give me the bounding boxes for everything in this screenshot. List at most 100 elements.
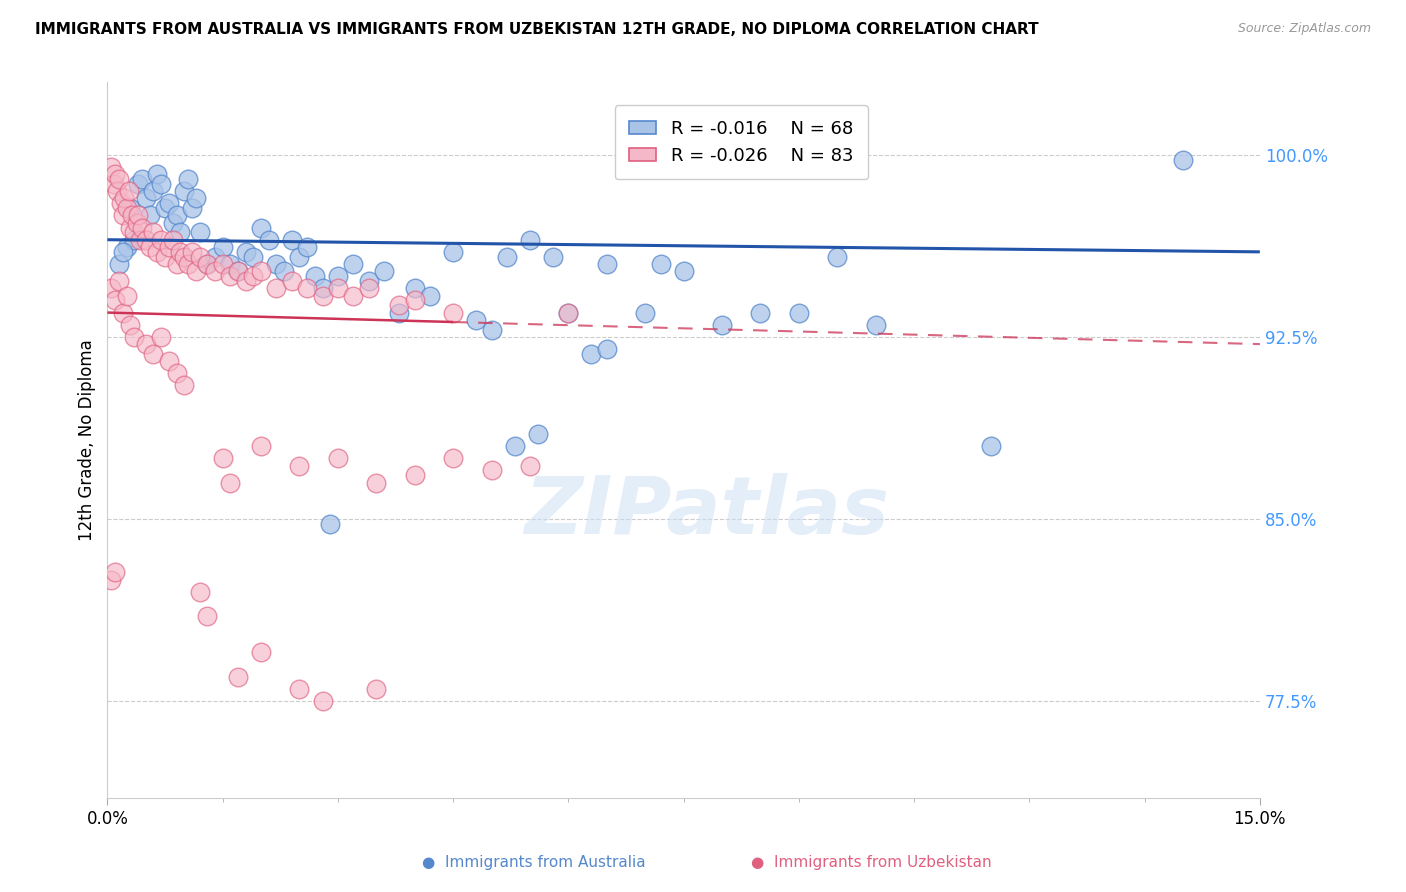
Point [250,645,273,659]
Point [121,209,143,223]
Point [326,451,349,466]
Point [120,318,142,332]
Point [441,305,464,319]
Point [865,318,887,332]
Point [166,257,188,271]
Point [295,281,318,295]
Point [157,240,180,254]
Point [131,172,153,186]
Point [419,288,441,302]
Point [142,184,165,198]
Point [150,177,173,191]
Point [596,342,619,356]
Point [142,347,165,361]
Point [581,347,603,361]
Text: Source: ZipAtlas.com: Source: ZipAtlas.com [1237,22,1371,36]
Point [281,233,304,247]
Point [496,250,519,264]
Point [146,244,169,259]
Point [711,318,734,332]
Point [311,281,333,295]
Text: ●  Immigrants from Uzbekistan: ● Immigrants from Uzbekistan [751,855,993,870]
Point [519,458,541,473]
Point [142,226,165,240]
Text: ●  Immigrants from Australia: ● Immigrants from Australia [422,855,647,870]
Y-axis label: 12th Grade, No Diploma: 12th Grade, No Diploma [79,339,96,541]
Point [153,250,176,264]
Point [122,226,145,240]
Point [295,240,318,254]
Point [153,201,176,215]
Point [108,257,131,271]
Point [266,281,288,295]
Point [503,439,526,453]
Point [157,354,180,368]
Point [115,288,138,302]
Point [204,250,226,264]
Point [219,257,242,271]
Point [180,201,202,215]
Point [342,288,364,302]
Point [250,220,273,235]
Point [100,281,122,295]
Point [357,281,380,295]
Point [122,330,145,344]
Point [650,257,672,271]
Point [180,244,202,259]
Point [122,233,145,247]
Point [162,216,184,230]
Point [104,293,127,308]
Point [111,305,134,319]
Point [125,216,148,230]
Point [441,244,464,259]
Point [319,516,342,531]
Legend: R = -0.016    N = 68, R = -0.026    N = 83: R = -0.016 N = 68, R = -0.026 N = 83 [614,105,868,179]
Point [357,274,380,288]
Point [326,281,349,295]
Point [146,167,169,181]
Point [111,209,134,223]
Point [184,191,207,205]
Point [304,269,326,284]
Point [226,264,249,278]
Point [127,209,149,223]
Point [388,298,411,312]
Point [250,264,273,278]
Point [465,313,488,327]
Point [519,233,541,247]
Point [115,201,138,215]
Point [100,160,122,174]
Point [634,305,657,319]
Point [388,305,411,319]
Point [127,177,149,191]
Point [166,209,188,223]
Point [162,233,184,247]
Point [120,201,142,215]
Point [596,257,619,271]
Point [1171,153,1194,167]
Point [177,172,200,186]
Point [266,257,288,271]
Point [787,305,810,319]
Point [188,226,211,240]
Point [188,584,211,599]
Point [311,288,333,302]
Point [827,250,849,264]
Point [135,337,157,351]
Point [211,240,233,254]
Point [373,264,395,278]
Point [157,196,180,211]
Point [526,426,548,441]
Point [135,191,157,205]
Point [281,274,304,288]
Point [135,233,157,247]
Point [242,250,264,264]
Point [235,274,257,288]
Point [184,264,207,278]
Point [557,305,579,319]
Point [481,322,503,336]
Point [128,233,150,247]
Point [273,264,295,278]
Point [366,681,388,696]
Point [481,463,503,477]
